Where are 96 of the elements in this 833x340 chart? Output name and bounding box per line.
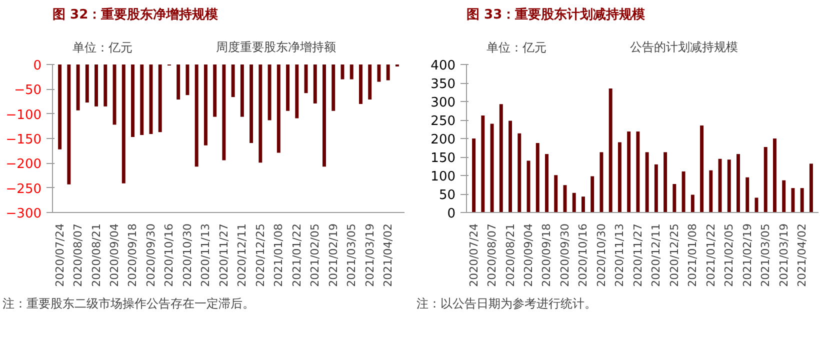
y-tick-label: 200 <box>430 132 456 148</box>
y-tick-label: 400 <box>430 58 456 74</box>
bar <box>764 147 768 212</box>
x-tick-label: 2020/11/13 <box>613 223 626 287</box>
text: 注：以公告日期为参考进行统计。 <box>416 296 596 310</box>
bar <box>554 175 558 212</box>
x-tick-label: 2020/10/16 <box>162 223 176 287</box>
x-tick-label: 2020/12/25 <box>668 223 681 287</box>
y-tick-label: 100 <box>430 170 456 184</box>
x-tick-label: 2021/02/19 <box>740 223 754 287</box>
bar <box>682 171 686 212</box>
x-tick-label: 2021/01/08 <box>272 223 286 287</box>
x-tick-label: 2021/01/08 <box>686 223 700 287</box>
x-tick-label: 2021/01/22 <box>704 223 718 287</box>
x-tick-label: 2020/08/21 <box>504 223 517 287</box>
x-tick-label: 2020/10/30 <box>594 223 608 287</box>
x-tick-label: 2020/08/21 <box>90 223 103 287</box>
x-tick-label: 2021/02/05 <box>308 223 322 287</box>
bar <box>608 88 612 212</box>
x-tick-label: 2020/11/27 <box>217 223 230 287</box>
bar <box>727 160 731 212</box>
text: 单位：亿元 <box>72 40 132 54</box>
x-tick-label: 2021/02/05 <box>722 223 736 287</box>
bar <box>709 170 713 212</box>
bar <box>518 133 522 212</box>
text: 单位：亿元 <box>486 40 546 54</box>
bar <box>572 192 576 212</box>
x-tick-label: 2021/04/02 <box>796 223 809 287</box>
bar <box>654 164 658 212</box>
y-tick-label: −50 <box>14 83 42 98</box>
y-tick-label: −300 <box>6 206 42 222</box>
bar <box>545 154 548 212</box>
y-tick-label: 0 <box>33 58 42 74</box>
x-tick-label: 2020/09/18 <box>126 223 140 287</box>
chart-title: 图 33：重要股东计划减持规模 <box>466 6 646 22</box>
bar <box>490 124 494 212</box>
x-tick-label: 2020/10/16 <box>576 223 590 287</box>
x-tick-label: 2020/07/24 <box>53 223 66 287</box>
x-tick-label: 2020/09/30 <box>144 223 158 287</box>
x-tick-label: 2020/11/13 <box>199 223 212 287</box>
x-tick-label: 2020/09/04 <box>522 223 536 287</box>
x-tick-label: 2020/09/04 <box>108 223 122 287</box>
bar <box>791 188 795 212</box>
bar <box>508 120 512 212</box>
x-tick-label: 2020/11/27 <box>631 223 644 287</box>
series-label: 周度重要股东净增持额 <box>216 39 336 56</box>
bar <box>581 196 585 212</box>
y-tick-label: −250 <box>6 182 42 197</box>
y-tick-label: 0 <box>447 206 456 222</box>
x-tick-label: 2020/12/11 <box>650 223 663 287</box>
x-tick-label: 2020/12/11 <box>236 223 249 287</box>
bar <box>809 164 813 212</box>
x-tick-label: 2020/09/30 <box>558 223 572 287</box>
text: 注：重要股东二级市场操作公告存在一定滞后。 <box>2 296 254 310</box>
bar <box>499 104 503 212</box>
x-tick-label: 2020/08/07 <box>486 223 499 287</box>
x-tick-label: 2020/10/30 <box>180 223 194 287</box>
bar <box>746 177 750 212</box>
y-tick-label: −150 <box>6 132 42 148</box>
bar <box>664 152 668 212</box>
bar <box>700 126 704 212</box>
y-tick-label: 250 <box>430 114 456 129</box>
bar <box>472 138 476 212</box>
bar <box>782 180 786 212</box>
y-tick-label: 300 <box>430 96 456 110</box>
bar <box>672 184 676 212</box>
bar <box>536 142 540 212</box>
x-tick-label: 2021/03/05 <box>345 223 358 287</box>
y-tick-label: 350 <box>430 77 456 92</box>
y-tick-label: 50 <box>438 188 456 203</box>
y-tick-label: −200 <box>6 157 42 172</box>
bar <box>481 116 485 212</box>
bar <box>645 152 649 212</box>
bar <box>618 142 622 212</box>
text: 公告的计划减持规模 <box>630 39 738 56</box>
x-tick-label: 2021/03/19 <box>777 223 790 287</box>
x-tick-label: 2020/07/24 <box>467 223 480 287</box>
bar <box>800 188 804 212</box>
x-tick-label: 2020/12/25 <box>254 223 267 287</box>
x-tick-label: 2021/02/19 <box>326 223 340 287</box>
bar <box>627 131 631 212</box>
chart-title: 图 32：重要股东净增持规模 <box>52 6 218 22</box>
x-tick-label: 2021/03/19 <box>363 223 376 287</box>
bar <box>772 138 776 212</box>
x-tick-label: 2020/09/18 <box>540 223 554 287</box>
x-tick-label: 2021/01/22 <box>290 223 304 287</box>
x-tick-label: 2020/08/07 <box>72 223 85 287</box>
bar <box>636 131 640 212</box>
x-tick-label: 2021/04/02 <box>382 223 395 287</box>
bar <box>690 194 694 212</box>
bar <box>600 152 604 212</box>
y-tick-label: 150 <box>430 151 456 166</box>
bar <box>590 176 594 212</box>
bar <box>736 154 740 212</box>
x-tick-label: 2021/03/05 <box>759 223 772 287</box>
y-tick-label: −100 <box>6 108 42 123</box>
